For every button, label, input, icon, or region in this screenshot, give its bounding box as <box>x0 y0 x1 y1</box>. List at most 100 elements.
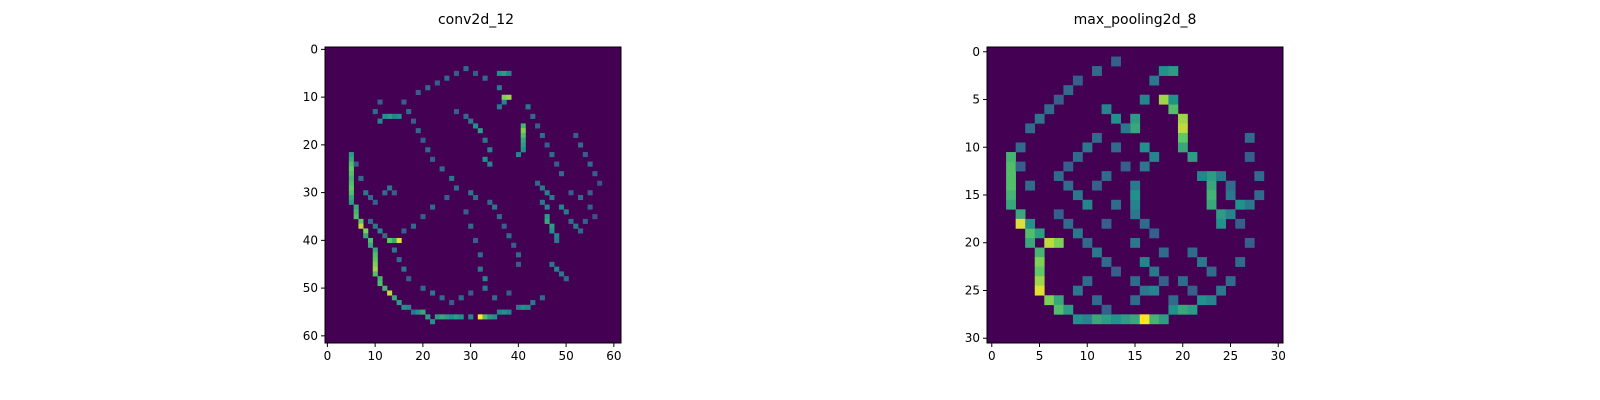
y-tick-label: 0 <box>310 42 318 56</box>
heatmap-cell <box>1244 199 1255 210</box>
heatmap-cell <box>1235 199 1246 210</box>
heatmap-cell <box>1063 180 1074 191</box>
heatmap-cell <box>382 190 388 196</box>
heatmap-cell <box>449 175 455 181</box>
heatmap-cell <box>473 123 479 129</box>
heatmap-cell <box>492 295 498 301</box>
heatmap-cell <box>549 195 555 201</box>
heatmap-cell <box>468 223 474 229</box>
heatmap-cell <box>401 266 407 272</box>
heatmap-cell <box>1092 314 1102 325</box>
heatmap-cell <box>1177 304 1188 315</box>
heatmap-cell <box>1111 142 1121 153</box>
heatmap-cell <box>425 85 431 91</box>
heatmap-cell <box>1025 237 1036 248</box>
heatmap-cell <box>501 309 507 315</box>
heatmap-cell <box>1149 314 1160 325</box>
heatmap-cell <box>1139 94 1150 105</box>
heatmap-cell <box>554 161 560 167</box>
heatmap-cell <box>1177 132 1188 143</box>
panel-title-max-pooling2d-8: max_pooling2d_8 <box>1074 12 1197 28</box>
heatmap-cell <box>391 237 397 244</box>
heatmap-cell <box>1034 266 1045 277</box>
heatmap-cell <box>582 152 588 158</box>
heatmap-cell <box>1216 218 1227 229</box>
heatmap-cell <box>1187 152 1198 162</box>
heatmap-cell <box>558 271 565 277</box>
heatmap-cell <box>1092 66 1102 76</box>
heatmap-cell <box>1025 180 1036 191</box>
heatmap-cell <box>1063 304 1074 315</box>
heatmap-cell <box>444 314 450 320</box>
heatmap-cell <box>353 209 359 215</box>
heatmap-cell <box>1053 94 1064 105</box>
heatmap-cell <box>539 132 545 139</box>
y-tick-label: 10 <box>965 140 980 154</box>
x-tick-label: 5 <box>1036 349 1044 363</box>
heatmap-cell <box>1206 266 1217 277</box>
heatmap-cell <box>382 113 388 119</box>
heatmap-cell <box>1130 237 1141 248</box>
heatmap-cell <box>1101 257 1112 267</box>
heatmap-cell <box>544 214 550 220</box>
heatmap-cell <box>1092 295 1102 306</box>
heatmap-cell <box>415 89 421 96</box>
heatmap-cell <box>1168 295 1179 306</box>
heatmap-cell <box>1130 123 1141 134</box>
heatmap-cell <box>1111 113 1121 124</box>
heatmap-cell <box>1101 218 1112 229</box>
heatmap-cell <box>1130 113 1141 124</box>
heatmap-cell <box>1015 209 1026 220</box>
heatmap-cell <box>1006 199 1016 210</box>
heatmap-cell <box>530 300 536 306</box>
heatmap-cell <box>1092 247 1102 258</box>
heatmap-cell <box>372 261 378 267</box>
x-tick-label: 20 <box>1175 349 1190 363</box>
heatmap-cell <box>477 252 483 258</box>
axis-ticks-conv2d-12: 0 10 20 30 40 50 60 0 10 20 30 40 50 60 <box>303 42 622 363</box>
heatmap-cell <box>1130 190 1141 201</box>
axes-frame-conv2d-12 <box>324 46 622 344</box>
heatmap-cell <box>1158 94 1169 105</box>
heatmap-cell <box>501 70 507 76</box>
heatmap-cell <box>1158 247 1169 258</box>
heatmap-cell <box>382 233 388 239</box>
heatmap-cell <box>387 290 393 296</box>
heatmap-cell <box>1063 161 1074 172</box>
heatmap-cell <box>1111 199 1121 210</box>
heatmap-cell <box>1168 94 1179 105</box>
heatmap-cell <box>444 75 450 81</box>
heatmap-cell <box>563 276 569 282</box>
heatmap-cell <box>348 185 354 191</box>
heatmap-cell <box>1072 228 1083 239</box>
y-tick-label: 40 <box>303 233 318 247</box>
heatmap-cell <box>434 80 440 86</box>
heatmap-cell <box>1254 171 1265 181</box>
heatmap-cell <box>549 152 555 158</box>
x-tick-label: 0 <box>988 349 996 363</box>
heatmap-cell <box>539 295 545 301</box>
heatmap-cell <box>1120 314 1131 325</box>
heatmap-cell <box>1111 266 1121 277</box>
heatmap-cell <box>482 276 488 282</box>
heatmap-cell <box>1015 142 1026 153</box>
heatmap-cell <box>1197 257 1207 267</box>
heatmap-cell <box>544 190 550 196</box>
heatmap-cell <box>406 276 412 282</box>
y-tick-label: 30 <box>965 331 980 345</box>
heatmap-cell <box>439 295 445 301</box>
heatmap-cell <box>496 214 502 220</box>
heatmap-cell <box>348 171 354 177</box>
heatmap-cell <box>387 113 393 119</box>
y-tick-label: 20 <box>303 138 318 152</box>
heatmap-cell <box>348 166 354 172</box>
heatmap-cell <box>410 309 417 315</box>
x-tick-label: 60 <box>606 349 621 363</box>
heatmap-cell <box>1053 237 1064 248</box>
heatmap-cell <box>1006 171 1016 181</box>
heatmap-cell <box>578 142 584 148</box>
heatmap-cell <box>1072 152 1083 162</box>
heatmap-cell <box>1197 171 1207 181</box>
heatmap-cell <box>1072 75 1083 86</box>
heatmap-cell <box>1111 56 1121 67</box>
